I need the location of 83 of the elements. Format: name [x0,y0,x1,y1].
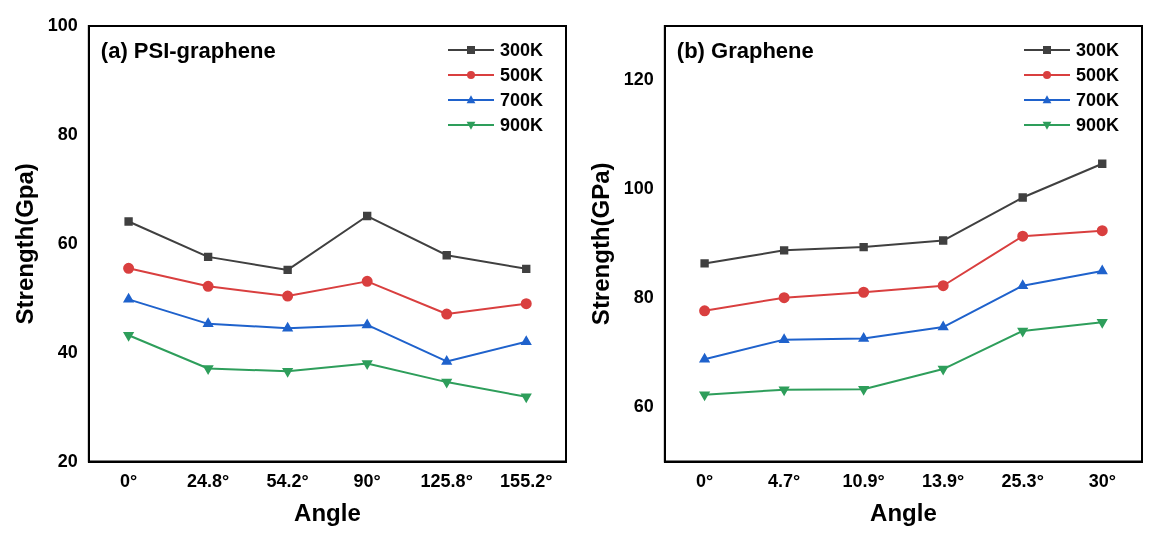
point [779,386,790,396]
point [282,290,294,302]
point [521,393,532,403]
legend-label: 900K [500,114,544,135]
legend-label: 700K [1076,89,1120,110]
text: (b) Graphene [676,38,814,64]
point [700,259,709,268]
legend-label: 300K [1076,39,1120,60]
legend-label: 500K [500,64,544,85]
point [699,305,711,317]
point [442,251,451,260]
point [1096,225,1108,237]
point [202,280,214,292]
x-tick-label: 54.2° [266,471,309,492]
point [938,321,949,331]
point [203,252,213,262]
y-axis-title: Strength(Gpa) [11,163,39,325]
point [779,334,790,343]
point [203,365,214,374]
point [938,365,949,375]
point [858,385,869,395]
point [1017,280,1028,289]
point [362,360,373,370]
text: (a) PSI-graphene [100,38,276,64]
point [858,286,870,298]
x-axis-title: Angle [870,499,937,527]
legend-label: 500K [1076,64,1120,85]
legend-label: 700K [500,89,544,110]
x-tick-label: 0° [695,471,714,492]
legend-label: 900K [1076,114,1120,135]
point [699,391,710,401]
x-tick-label: 25.3° [1001,471,1044,492]
x-tick-label: 125.8° [420,471,473,492]
x-tick-label: 13.9° [922,471,965,492]
point [858,333,869,342]
point [1017,327,1028,337]
y-tick-label: 80 [633,287,654,308]
y-tick-label: 100 [623,178,654,199]
point [778,292,790,304]
point [124,217,133,226]
x-tick-label: 90° [353,471,381,492]
point [283,265,292,275]
x-tick-label: 24.8° [187,471,230,492]
point [939,236,948,245]
point [521,336,532,346]
y-tick-label: 120 [623,69,654,90]
x-axis-title: Angle [294,499,361,527]
point [441,378,452,388]
point [363,211,372,221]
point [1017,230,1029,242]
point [1098,159,1107,168]
point [937,280,949,292]
point [203,318,214,328]
y-tick-label: 100 [47,14,78,35]
point [123,332,134,341]
y-tick-label: 60 [633,396,654,417]
point [859,242,868,252]
point [362,319,373,329]
point [779,246,789,255]
point [282,322,293,332]
point [1018,193,1027,202]
legend-label: 300K [500,39,544,60]
x-tick-label: 0° [119,471,138,492]
point [1097,265,1108,275]
y-tick-label: 20 [57,450,78,471]
point [522,264,531,274]
x-tick-label: 30° [1088,471,1116,492]
y-tick-label: 80 [57,123,78,144]
point [123,293,134,303]
point [1097,318,1108,328]
point [123,262,135,274]
x-tick-label: 10.9° [842,471,885,492]
x-tick-label: 155.2° [500,471,553,492]
point [441,308,453,320]
point [520,298,532,310]
point [361,275,373,287]
y-tick-label: 60 [57,232,78,253]
x-tick-label: 4.7° [768,471,801,492]
y-axis-title: Strength(GPa) [587,162,615,326]
point [282,367,293,377]
point [699,353,710,363]
y-tick-label: 40 [57,341,78,362]
point [441,355,452,365]
